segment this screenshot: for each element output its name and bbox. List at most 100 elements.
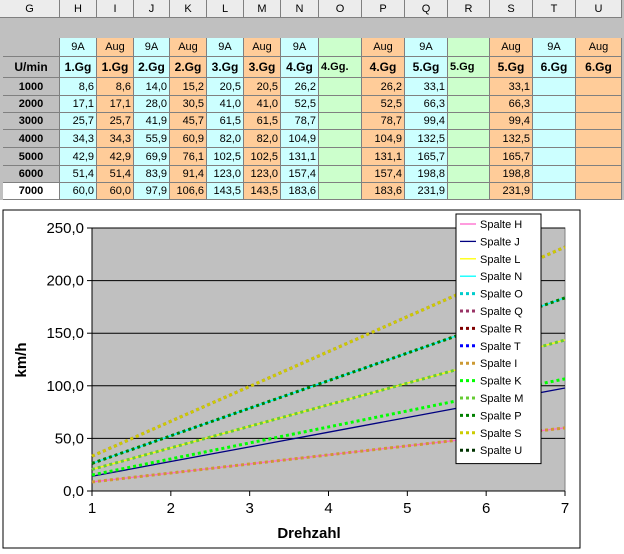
- cell: [576, 96, 622, 113]
- cell: U/min: [3, 57, 60, 78]
- cell: [319, 166, 362, 183]
- cell: 143,5: [244, 183, 281, 200]
- cell: 82,0: [244, 130, 281, 148]
- legend-label: Spalte L: [480, 254, 520, 266]
- cell: 4.Gg.: [319, 57, 362, 78]
- cell: 9A: [281, 38, 319, 57]
- cell: 20,5: [207, 78, 244, 96]
- y-tick-label: 50,0: [55, 430, 84, 447]
- cell: [576, 166, 622, 183]
- legend-label: Spalte M: [480, 393, 523, 405]
- column-header: M: [244, 0, 281, 18]
- x-tick-label: 6: [482, 500, 490, 517]
- cell: 2.Gg: [170, 57, 207, 78]
- cell: [533, 183, 576, 200]
- column-header: U: [576, 0, 622, 18]
- cell: 99,4: [405, 113, 448, 130]
- cell: 60,0: [97, 183, 134, 200]
- column-header: Q: [405, 0, 448, 18]
- cell: [319, 78, 362, 96]
- x-tick-label: 4: [324, 500, 332, 517]
- cell: 9A: [60, 38, 97, 57]
- cell: [533, 130, 576, 148]
- cell: 3000: [3, 113, 60, 130]
- cell: [576, 148, 622, 166]
- cell: 20,5: [244, 78, 281, 96]
- cell: 69,9: [134, 148, 170, 166]
- cell: 6.Gg: [533, 57, 576, 78]
- cell: 183,6: [281, 183, 319, 200]
- cell: [533, 166, 576, 183]
- cell: 5.Gg: [490, 57, 533, 78]
- cell: 91,4: [170, 166, 207, 183]
- cell: 51,4: [60, 166, 97, 183]
- column-header: N: [281, 0, 319, 18]
- cell: [319, 148, 362, 166]
- cell: 28,0: [134, 96, 170, 113]
- cell: 106,6: [170, 183, 207, 200]
- cell: 25,7: [97, 113, 134, 130]
- series-line: [91, 427, 566, 483]
- cell: 9A: [533, 38, 576, 57]
- cell: 4.Gg: [281, 57, 319, 78]
- series-line: [91, 426, 566, 484]
- cell: 42,9: [97, 148, 134, 166]
- column-header: S: [490, 0, 533, 18]
- cell: Aug: [170, 38, 207, 57]
- cell: 61,5: [244, 113, 281, 130]
- legend-label: Spalte S: [480, 428, 522, 440]
- series-line: [91, 339, 566, 471]
- cell: 17,1: [60, 96, 97, 113]
- legend-label: Spalte R: [480, 323, 522, 335]
- series-line: [91, 296, 566, 465]
- x-tick-label: 1: [88, 500, 96, 517]
- column-header: T: [533, 0, 576, 18]
- legend-label: Spalte I: [480, 358, 517, 370]
- cell: [533, 96, 576, 113]
- cell: 60,9: [170, 130, 207, 148]
- legend-label: Spalte J: [480, 236, 520, 248]
- cell: 61,5: [207, 113, 244, 130]
- y-tick-label: 150,0: [46, 325, 84, 342]
- column-header: R: [448, 0, 490, 18]
- x-tick-label: 7: [561, 500, 569, 517]
- cell: 83,9: [134, 166, 170, 183]
- cell: 131,1: [362, 148, 405, 166]
- column-header: G: [0, 0, 60, 18]
- legend-label: Spalte T: [480, 341, 521, 353]
- x-tick-label: 2: [167, 500, 175, 517]
- cell: 165,7: [490, 148, 533, 166]
- cell: [448, 113, 490, 130]
- cell: 1000: [3, 78, 60, 96]
- cell: 7000: [3, 183, 60, 200]
- cell: [576, 113, 622, 130]
- cell: 66,3: [405, 96, 448, 113]
- series-line: [91, 297, 566, 465]
- cell: 30,5: [170, 96, 207, 113]
- cell: 3.Gg: [207, 57, 244, 78]
- cell: [448, 183, 490, 200]
- cell: 82,0: [207, 130, 244, 148]
- cell: 55,9: [134, 130, 170, 148]
- column-header: K: [170, 0, 207, 18]
- cell: 66,3: [490, 96, 533, 113]
- cell: 123,0: [207, 166, 244, 183]
- cell: 14,0: [134, 78, 170, 96]
- cell: 15,2: [170, 78, 207, 96]
- legend-label: Spalte N: [480, 271, 522, 283]
- cell: 157,4: [281, 166, 319, 183]
- cell: [319, 96, 362, 113]
- cell: 157,4: [362, 166, 405, 183]
- cell: 132,5: [490, 130, 533, 148]
- y-tick-label: 100,0: [46, 378, 84, 395]
- cell: 131,1: [281, 148, 319, 166]
- legend: [455, 213, 542, 465]
- cell: [448, 96, 490, 113]
- cell: [533, 113, 576, 130]
- cell: 1.Gg: [97, 57, 134, 78]
- cell: 26,2: [362, 78, 405, 96]
- x-tick-label: 3: [245, 500, 253, 517]
- y-axis-label: km/h: [13, 342, 30, 377]
- cell: 198,8: [405, 166, 448, 183]
- cell: 231,9: [490, 183, 533, 200]
